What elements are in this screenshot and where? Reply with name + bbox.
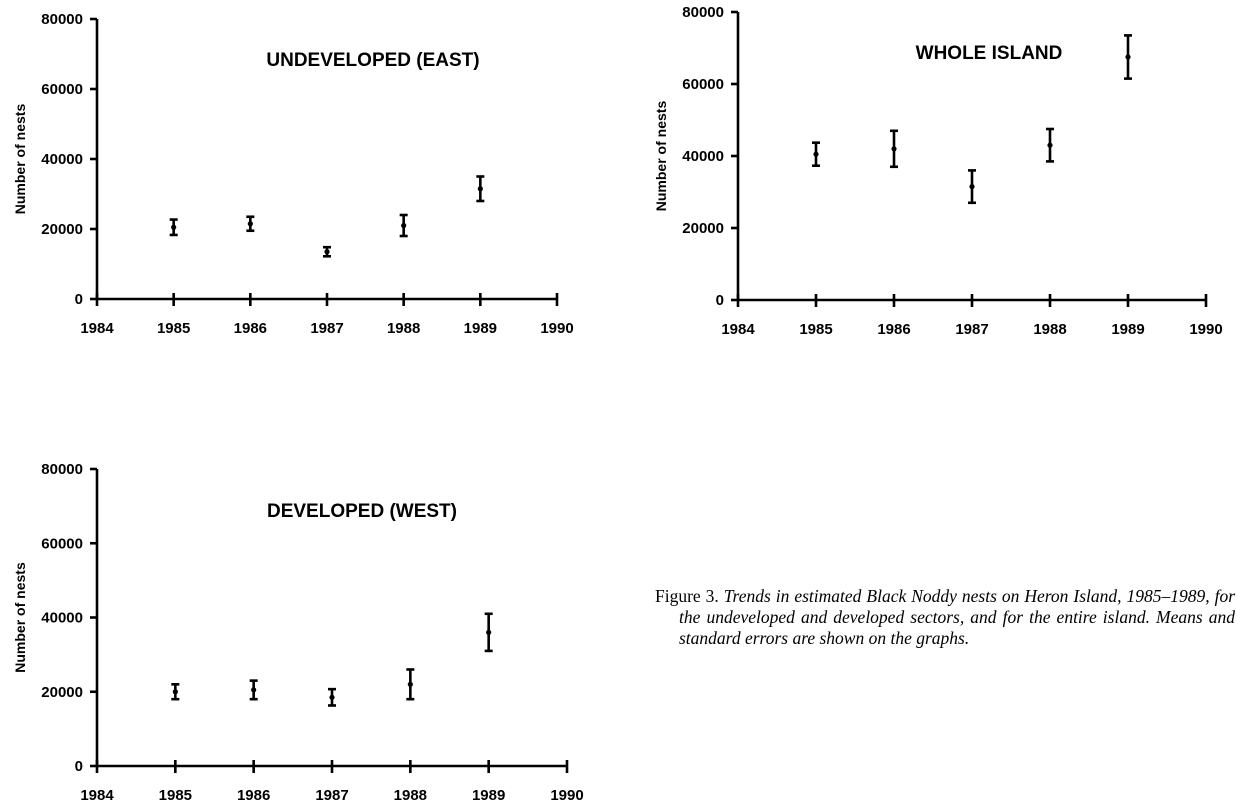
mean-point	[171, 224, 177, 230]
chart-title: UNDEVELOPED (EAST)	[266, 50, 479, 71]
x-tick-label: 1984	[80, 787, 114, 804]
y-tick-label: 40000	[41, 610, 83, 627]
mean-point	[969, 184, 975, 190]
x-tick-label: 1990	[1189, 321, 1222, 338]
y-tick-label: 40000	[682, 148, 724, 165]
chart-title: DEVELOPED (WEST)	[267, 501, 457, 522]
x-tick-label: 1985	[157, 320, 190, 337]
y-axis-label: Number of nests	[12, 562, 28, 673]
y-tick-label: 40000	[41, 151, 83, 168]
x-tick-label: 1985	[799, 321, 832, 338]
mean-point	[813, 151, 819, 157]
figure-caption: Figure 3. Trends in estimated Black Nodd…	[655, 586, 1235, 649]
y-tick-label: 80000	[41, 461, 83, 478]
x-tick-label: 1988	[387, 320, 420, 337]
y-axis-label: Number of nests	[653, 101, 669, 212]
y-tick-label: 60000	[682, 76, 724, 93]
x-tick-label: 1988	[1033, 321, 1066, 338]
y-tick-label: 60000	[41, 535, 83, 552]
x-tick-label: 1984	[721, 321, 755, 338]
y-tick-label: 80000	[41, 11, 83, 28]
y-tick-label: 60000	[41, 81, 83, 98]
mean-point	[247, 221, 253, 227]
y-tick-label: 0	[75, 291, 83, 308]
mean-point	[1047, 142, 1053, 148]
y-tick-label: 0	[75, 758, 83, 775]
mean-point	[172, 689, 178, 695]
x-tick-label: 1986	[877, 321, 910, 338]
mean-point	[486, 629, 492, 635]
y-tick-label: 80000	[682, 4, 724, 21]
chart-3: 0 20000 40000 60000 80000 1984 1985 1986 1987 198…	[12, 461, 584, 804]
mean-point	[1125, 54, 1131, 60]
mean-point	[477, 186, 483, 192]
caption-text: Trends in estimated Black Noddy nests on…	[679, 586, 1235, 648]
x-tick-label: 1986	[237, 787, 270, 804]
x-tick-label: 1988	[394, 787, 427, 804]
chart-1: 0 20000 40000 60000 80000 1984 1985 1986 1987 198…	[12, 11, 574, 337]
mean-point	[401, 222, 407, 229]
y-axis-label: Number of nests	[12, 104, 28, 215]
mean-point	[251, 687, 257, 693]
y-tick-label: 20000	[41, 221, 83, 238]
mean-point	[329, 694, 335, 700]
x-tick-label: 1987	[310, 320, 343, 337]
y-tick-label: 20000	[41, 684, 83, 701]
mean-point	[324, 249, 330, 255]
x-tick-label: 1986	[234, 320, 267, 337]
x-tick-label: 1990	[540, 320, 573, 337]
chart-2: 0 20000 40000 60000 80000 1984 1985 1986 1987 198…	[653, 4, 1223, 338]
x-tick-label: 1990	[550, 787, 583, 804]
chart-title: WHOLE ISLAND	[916, 43, 1063, 64]
x-tick-label: 1989	[472, 787, 505, 804]
x-tick-label: 1989	[464, 320, 497, 337]
x-tick-label: 1985	[159, 787, 192, 804]
x-tick-label: 1987	[955, 321, 988, 338]
mean-point	[891, 146, 897, 152]
x-tick-label: 1984	[80, 320, 114, 337]
y-tick-label: 20000	[682, 220, 724, 237]
x-tick-label: 1989	[1111, 321, 1144, 338]
mean-point	[407, 681, 413, 687]
y-tick-label: 0	[716, 292, 724, 309]
x-tick-label: 1987	[315, 787, 348, 804]
caption-label: Figure 3.	[655, 586, 719, 606]
